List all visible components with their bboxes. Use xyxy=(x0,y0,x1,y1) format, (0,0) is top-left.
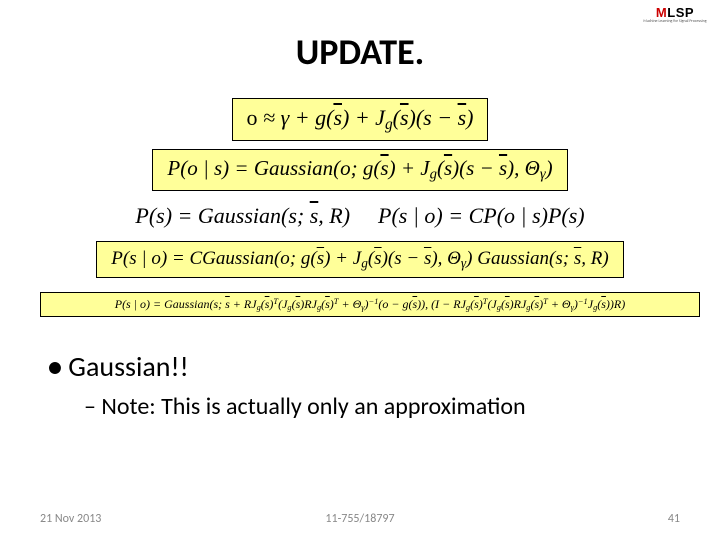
logo-text: MLSP xyxy=(656,6,694,19)
equation-3a: P(s) = Gaussian(s; s, R) xyxy=(135,203,350,229)
equation-4: P(s | o) = CGaussian(o; g(s) + Jg(s)(s −… xyxy=(96,241,623,278)
equation-row-3: P(s) = Gaussian(s; s, R) P(s | o) = CP(o… xyxy=(135,203,584,229)
equation-3b: P(s | o) = CP(o | s)P(s) xyxy=(378,203,585,229)
bullet-list: Gaussian!! Note: This is actually only a… xyxy=(48,349,680,421)
equation-2: P(o | s) = Gaussian(o; g(s) + Jg(s)(s − … xyxy=(152,149,567,191)
slide-footer: 21 Nov 2013 11-755/18797 41 xyxy=(40,512,680,526)
bullet-gaussian: Gaussian!! xyxy=(48,349,680,384)
equation-area: o ≈ γ + g(s) + Jg(s)(s − s) P(o | s) = G… xyxy=(40,98,680,317)
bullet-note: Note: This is actually only an approxima… xyxy=(84,392,680,421)
mlsp-logo: MLSP Machine Learning for Signal Process… xyxy=(640,6,710,28)
footer-course: 11-755/18797 xyxy=(325,512,394,526)
slide: MLSP Machine Learning for Signal Process… xyxy=(0,0,720,540)
equation-5: P(s | o) = Gaussian​(s; s + RJg(s)T(Jg(s… xyxy=(40,292,700,317)
footer-page: 41 xyxy=(668,512,680,526)
equation-1: o ≈ γ + g(s) + Jg(s)(s − s) xyxy=(232,98,489,141)
logo-lsp: LSP xyxy=(667,5,694,20)
logo-subtitle: Machine Learning for Signal Processing xyxy=(643,20,706,24)
footer-date: 21 Nov 2013 xyxy=(40,512,101,526)
page-title: UPDATE. xyxy=(40,30,680,74)
logo-m: M xyxy=(656,5,667,20)
